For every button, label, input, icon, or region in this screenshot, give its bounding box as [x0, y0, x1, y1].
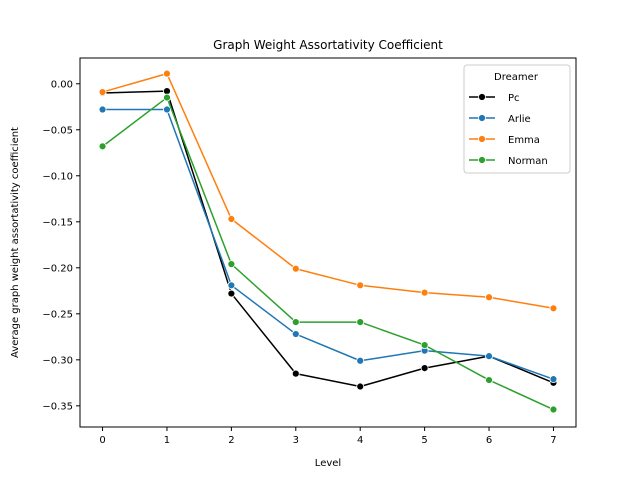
data-point-emma: [549, 304, 558, 313]
data-point-arlie: [98, 105, 107, 114]
data-point-arlie: [356, 356, 365, 365]
series-line-emma: [102, 72, 554, 310]
data-point-norman: [549, 405, 558, 414]
legend-title: Dreamer: [494, 72, 539, 83]
data-point-norman: [420, 341, 429, 350]
x-tick-label: 0: [99, 435, 105, 446]
y-tick-label: −0.05: [42, 125, 73, 136]
legend-marker-arlie: [478, 114, 486, 122]
data-point-emma: [163, 69, 171, 78]
legend-marker-pc: [478, 93, 486, 101]
legend-label-arlie: Arlie: [508, 114, 531, 125]
data-point-pc: [356, 382, 365, 391]
data-point-emma: [227, 215, 236, 223]
data-point-arlie: [549, 375, 558, 384]
x-tick-label: 1: [164, 435, 170, 446]
chart-title: Graph Weight Assortativity Coefficient: [213, 38, 443, 52]
x-tick-label: 2: [228, 435, 234, 446]
data-point-emma: [356, 281, 365, 290]
data-point-arlie: [485, 352, 493, 361]
data-point-emma: [98, 88, 107, 96]
x-tick-label: 5: [421, 435, 427, 446]
y-tick-label: −0.35: [42, 401, 73, 412]
legend: Dreamer Pc Arlie Emma Norman: [463, 64, 571, 174]
data-point-norman: [485, 376, 493, 384]
data-point-pc: [420, 364, 429, 373]
axes-frame: [79, 57, 577, 428]
x-axis-label: Level: [315, 458, 341, 469]
y-tick-label: −0.15: [42, 217, 73, 228]
data-point-pc: [227, 289, 236, 298]
data-point-arlie: [227, 281, 236, 290]
data-point-emma: [485, 293, 493, 302]
data-point-pc: [291, 369, 300, 378]
x-tick-label: 4: [357, 435, 363, 446]
series-line-arlie: [102, 108, 554, 380]
legend-label-norman: Norman: [508, 156, 548, 167]
legend-box: [463, 64, 571, 174]
x-tick-label: 7: [550, 435, 556, 446]
y-axis-label: Average graph weight assortativity coeff…: [10, 127, 21, 358]
legend-label-emma: Emma: [508, 135, 540, 146]
data-point-emma: [291, 264, 300, 273]
data-point-emma: [420, 288, 429, 297]
y-tick-label: −0.30: [42, 355, 73, 366]
y-tick-label: −0.25: [42, 309, 73, 320]
y-tick-label: −0.10: [42, 171, 73, 182]
data-point-norman: [163, 93, 171, 102]
x-tick-label: 6: [486, 435, 492, 446]
plot-area: 0 1 2 3 4 5 6 7 0.00 −0.05 −0.10 −0.15 −0.20 −0.25 −0.…: [42, 69, 558, 446]
data-point-arlie: [163, 105, 171, 114]
legend-marker-norman: [478, 156, 486, 164]
data-point-norman: [98, 142, 107, 151]
x-tick-label: 3: [293, 435, 299, 446]
y-tick-label: −0.20: [42, 263, 73, 274]
data-point-norman: [227, 260, 236, 269]
y-tick-label: 0.00: [51, 79, 73, 90]
data-point-norman: [356, 318, 365, 326]
legend-marker-emma: [478, 135, 486, 143]
data-point-arlie: [291, 330, 300, 338]
legend-label-pc: Pc: [508, 93, 520, 104]
data-point-norman: [291, 318, 300, 326]
data-point-pc: [163, 87, 171, 96]
series-line-norman: [102, 96, 554, 411]
